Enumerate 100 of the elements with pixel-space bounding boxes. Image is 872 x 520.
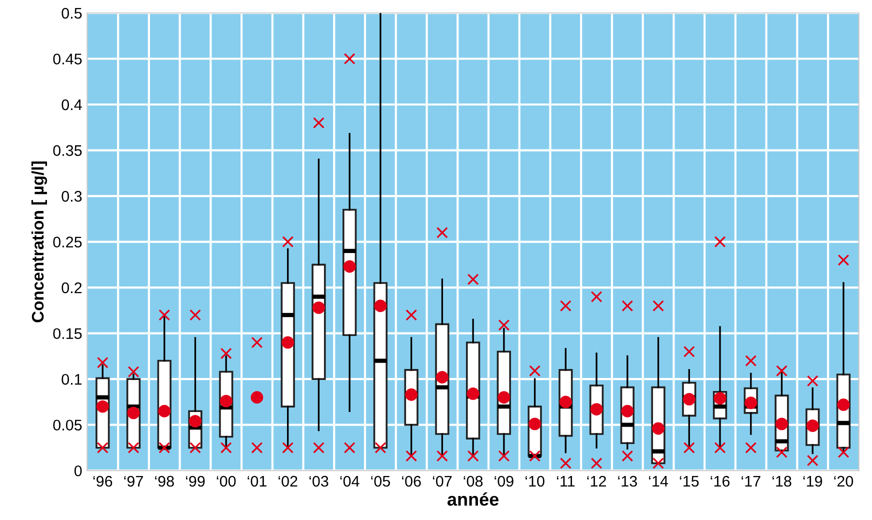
x-tick-label: ‘05 [371,476,390,487]
point [528,418,542,430]
x-axis-title: année [448,492,499,506]
point [220,442,232,454]
point [498,319,510,331]
x-tick-label: ‘04 [340,476,360,487]
point [467,450,479,462]
x-tick-label: ‘00 [216,476,236,487]
point [250,391,264,404]
point [776,418,788,430]
point [714,392,726,405]
x-tick-label: ‘16 [710,476,730,487]
x-tick-label: ‘08 [464,476,483,487]
point [158,309,170,321]
y-tick-label: 0.25 [53,236,82,248]
point [590,290,602,302]
point [344,53,356,65]
x-tick-label: ‘12 [587,476,606,487]
point [344,442,356,454]
x-tick-label: ‘97 [124,476,143,487]
point [838,254,850,266]
y-tick-label: 0.15 [53,328,82,340]
x-tick-label: ‘11 [556,476,575,487]
y-tick-label: 0 [74,465,82,476]
y-tick-label: 0.35 [53,145,82,156]
point [128,442,140,454]
point [406,309,418,321]
x-tick-label: ‘20 [834,476,854,487]
point [466,388,480,400]
y-tick-label: 0.2 [62,282,82,294]
point [282,236,294,248]
point [745,355,757,367]
point [436,226,448,238]
point [158,442,170,454]
point [498,450,510,462]
point [806,454,818,466]
point [220,394,232,408]
point [652,300,664,312]
point [189,442,201,454]
point [220,348,232,360]
point [590,458,602,470]
point [622,300,634,312]
point [621,404,634,418]
point [96,400,109,413]
point [838,446,850,458]
point [745,442,757,454]
y-axis-title: Concentration [ µg/l] [31,162,48,322]
point [189,309,201,321]
point [529,450,541,462]
x-tick-label: ‘96 [93,476,112,487]
point [683,346,695,358]
x-tick-label: ‘13 [618,476,637,487]
point [312,117,324,129]
x-tick-label: ‘19 [803,476,822,487]
point [776,446,788,458]
point [343,260,356,273]
point [652,422,664,435]
point [128,366,140,378]
x-tick-label: ‘10 [526,476,544,487]
point [622,450,634,462]
point [652,458,664,470]
point [96,356,108,368]
x-tick-label: ‘15 [680,476,699,487]
point [776,365,788,377]
point [405,388,418,401]
point [406,450,418,462]
point [158,404,171,418]
point [282,442,294,454]
point [498,391,510,404]
point [559,396,572,408]
point [312,301,325,314]
point [714,236,726,248]
y-tick-label: 0.1 [62,374,82,385]
x-tick-label: ‘17 [742,476,760,487]
point [714,442,726,454]
point [251,336,263,348]
point [529,365,541,377]
point [560,458,572,470]
point [436,450,448,462]
x-tick-label: ‘03 [309,476,328,487]
x-tick-label: ‘09 [494,476,514,487]
x-tick-label: ‘01 [248,476,266,487]
point [127,406,140,420]
x-tick-label: ‘98 [155,476,174,487]
y-tick-label: 0.4 [62,99,82,110]
x-tick-label: ‘07 [432,476,452,487]
point [96,442,108,454]
y-tick-label: 0.05 [53,420,82,431]
y-tick-label: 0.5 [62,8,82,19]
point [467,274,479,286]
x-tick-label: ‘06 [402,476,421,487]
point [282,336,294,349]
x-tick-label: ‘18 [772,476,792,487]
y-tick-label: 0.45 [53,54,82,64]
y-tick-label: 0.3 [62,190,82,202]
point [312,442,324,454]
point [560,300,572,312]
point [436,371,448,384]
point [251,442,263,454]
point [806,375,818,387]
